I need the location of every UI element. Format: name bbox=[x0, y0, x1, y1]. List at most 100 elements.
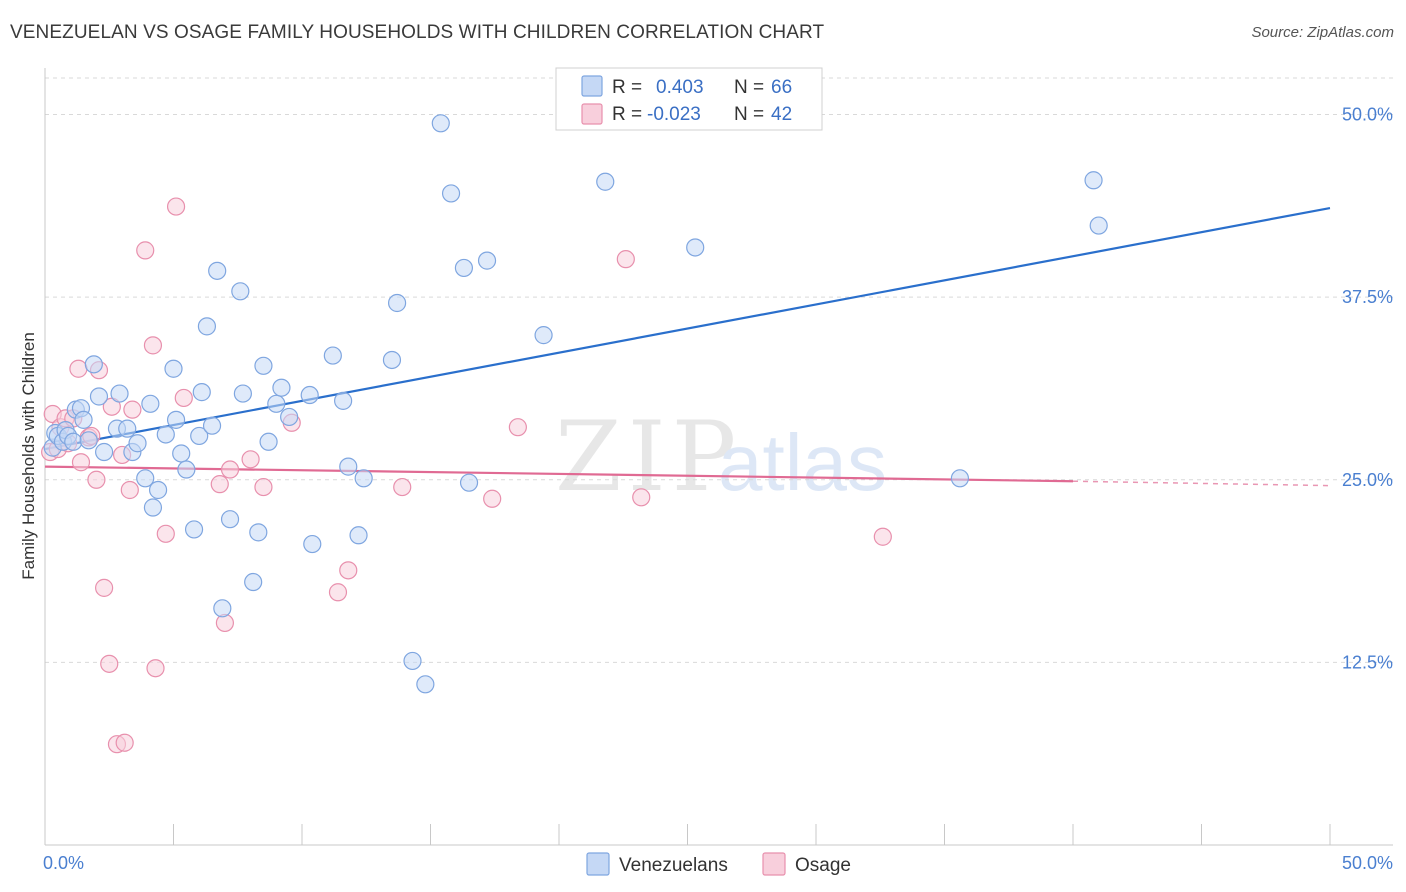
venezuelan-point-18 bbox=[128, 434, 147, 453]
venezuelan-point-57 bbox=[441, 184, 461, 203]
trend-line-osage-extension bbox=[1072, 480, 1331, 487]
venezuelan-point-10 bbox=[79, 431, 98, 450]
watermark: ZIP atlas bbox=[555, 401, 887, 513]
osage-point-40 bbox=[873, 527, 892, 546]
venezuelan-point-31 bbox=[197, 317, 217, 336]
venezuelan-point-11 bbox=[84, 355, 103, 374]
venezuelan-point-54 bbox=[403, 651, 422, 671]
venezuelan-point-27 bbox=[177, 460, 196, 479]
venezuelan-point-16 bbox=[118, 419, 137, 438]
venezuelan-point-26 bbox=[172, 444, 191, 463]
venezuelan-point-35 bbox=[220, 510, 240, 529]
osage-point-35 bbox=[393, 477, 412, 497]
venezuelan-point-44 bbox=[280, 407, 299, 427]
osage-point-26 bbox=[174, 388, 193, 408]
trend-lines bbox=[44, 206, 1331, 487]
watermark-atlas: atlas bbox=[718, 418, 887, 507]
bottom-legend-osage: Osage bbox=[795, 855, 851, 876]
bottom-legend-swatch-osage bbox=[762, 852, 786, 876]
series-legend: Venezuelans Osage bbox=[586, 852, 851, 876]
venezuelan-point-47 bbox=[323, 346, 342, 365]
legend-swatch-osage bbox=[581, 103, 603, 125]
osage-point-22 bbox=[143, 336, 163, 355]
venezuelan-point-52 bbox=[382, 350, 402, 370]
venezuelan-point-29 bbox=[190, 426, 209, 446]
y-tick-label-2: 37.5% bbox=[1342, 287, 1393, 307]
y-axis-label: Family Households with Children bbox=[19, 332, 38, 580]
venezuelan-point-20 bbox=[141, 394, 160, 413]
venezuelan-point-64 bbox=[950, 469, 970, 488]
y-tick-label-1: 25.0% bbox=[1342, 470, 1393, 490]
axis-ticks: 12.5% 25.0% 37.5% 50.0% 0.0% 50.0% bbox=[43, 105, 1393, 873]
grid-lines bbox=[45, 77, 1393, 663]
venezuelan-point-39 bbox=[249, 523, 268, 542]
venezuelan-point-50 bbox=[349, 526, 368, 545]
venezuelan-point-49 bbox=[339, 457, 358, 476]
osage-point-13 bbox=[95, 578, 114, 597]
venezuelan-point-28 bbox=[184, 520, 204, 539]
legend-r-value-venezuelans: 0.403 bbox=[656, 77, 704, 98]
osage-point-23 bbox=[146, 659, 165, 678]
venezuelan-point-43 bbox=[272, 378, 291, 397]
venezuelan-point-53 bbox=[387, 293, 407, 313]
venezuelan-point-33 bbox=[208, 261, 227, 280]
venezuelan-point-25 bbox=[166, 410, 186, 429]
venezuelan-point-59 bbox=[459, 473, 479, 492]
y-tick-label-3: 50.0% bbox=[1342, 105, 1393, 125]
osage-point-37 bbox=[508, 418, 527, 437]
osage-point-7 bbox=[69, 359, 88, 378]
osage-point-24 bbox=[156, 524, 175, 543]
correlation-legend: R = 0.403 N = 66 R = -0.023 N = 42 bbox=[555, 67, 823, 131]
bottom-legend-swatch-venezuelans bbox=[586, 852, 610, 876]
venezuelan-point-9 bbox=[74, 410, 93, 429]
osage-point-31 bbox=[254, 477, 273, 497]
osage-point-8 bbox=[71, 453, 91, 472]
venezuelan-point-56 bbox=[431, 114, 450, 133]
legend-r-label-osage: R = bbox=[612, 104, 642, 125]
venezuelan-point-40 bbox=[254, 356, 273, 375]
x-tick-label-1: 50.0% bbox=[1342, 853, 1393, 873]
venezuelan-point-15 bbox=[110, 384, 129, 403]
osage-point-30 bbox=[241, 450, 260, 469]
trend-line-venezuelans bbox=[44, 206, 1331, 451]
legend-r-value-osage: -0.023 bbox=[647, 104, 701, 125]
osage-point-27 bbox=[210, 475, 229, 494]
venezuelan-point-34 bbox=[213, 599, 232, 618]
legend-swatch-venezuelans bbox=[581, 75, 603, 97]
osage-point-25 bbox=[166, 197, 186, 216]
osage-point-14 bbox=[100, 654, 119, 673]
venezuelan-point-23 bbox=[156, 425, 175, 444]
bottom-legend-venezuelans: Venezuelans bbox=[619, 855, 728, 876]
legend-n-value-venezuelans: 66 bbox=[771, 77, 792, 98]
venezuelan-point-51 bbox=[354, 469, 373, 488]
venezuelan-point-30 bbox=[192, 383, 211, 402]
osage-point-34 bbox=[339, 561, 358, 580]
legend-n-label-osage: N = bbox=[734, 104, 764, 125]
venezuelan-point-45 bbox=[300, 385, 319, 405]
source-label: Source: ZipAtlas.com bbox=[1251, 24, 1394, 41]
osage-point-18 bbox=[115, 733, 134, 752]
legend-n-label-venezuelans: N = bbox=[734, 77, 764, 98]
venezuelan-point-55 bbox=[416, 675, 435, 694]
osage-point-29 bbox=[220, 460, 240, 479]
venezuelan-point-21 bbox=[143, 498, 163, 517]
legend-n-value-osage: 42 bbox=[771, 104, 792, 125]
venezuelan-point-19 bbox=[136, 469, 155, 488]
venezuelan-point-22 bbox=[148, 480, 168, 500]
osage-point-39 bbox=[632, 488, 651, 507]
osage-point-11 bbox=[87, 470, 106, 489]
osage-point-36 bbox=[483, 489, 502, 508]
venezuelan-point-12 bbox=[89, 387, 109, 406]
osage-point-38 bbox=[616, 250, 635, 269]
y-tick-label-0: 12.5% bbox=[1342, 652, 1393, 672]
legend-r-label-venezuelans: R = bbox=[612, 77, 642, 98]
venezuelan-point-36 bbox=[231, 282, 250, 301]
venezuelan-points bbox=[43, 114, 1108, 694]
venezuelan-point-60 bbox=[477, 251, 497, 270]
venezuelan-point-6 bbox=[64, 432, 83, 451]
venezuelan-point-61 bbox=[534, 326, 553, 345]
venezuelan-point-24 bbox=[164, 359, 183, 378]
venezuelan-point-38 bbox=[244, 572, 263, 592]
venezuelan-point-41 bbox=[259, 432, 278, 451]
osage-point-19 bbox=[120, 480, 139, 500]
